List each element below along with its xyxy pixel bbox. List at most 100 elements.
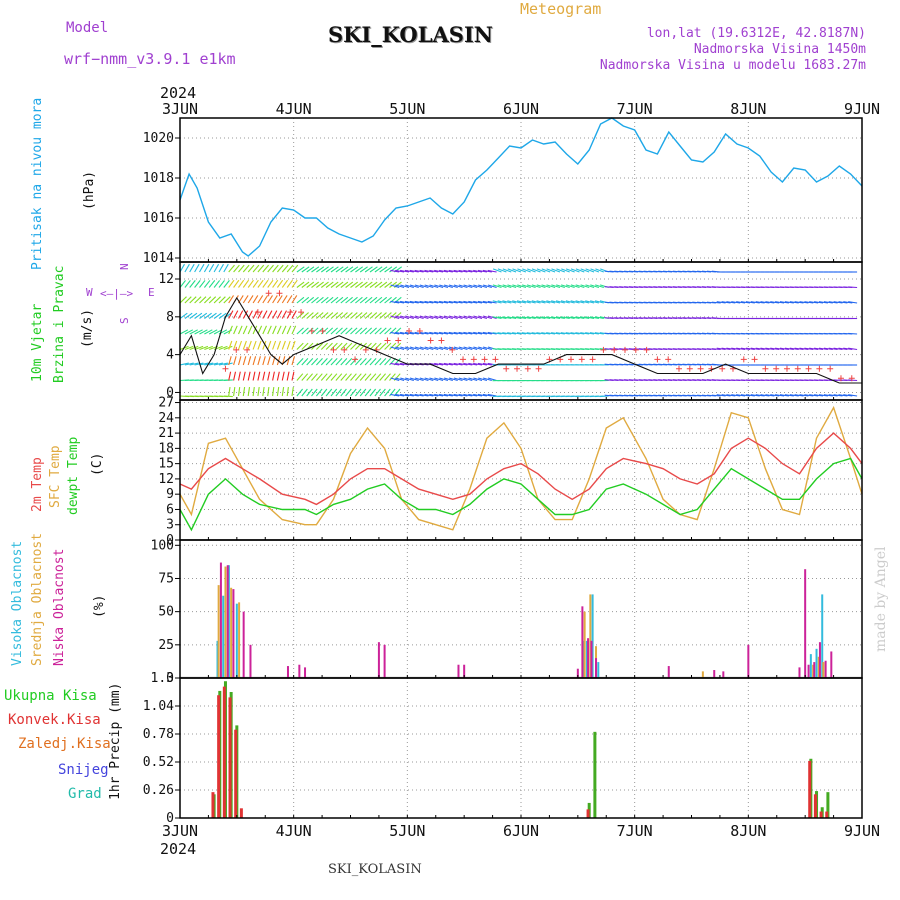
wind-arrow bbox=[516, 316, 527, 320]
wind-arrow bbox=[316, 312, 324, 319]
cloud-bar bbox=[242, 611, 245, 678]
wind-arrow bbox=[355, 296, 363, 304]
wind-arrow bbox=[731, 301, 741, 304]
wind-arrow bbox=[291, 325, 297, 335]
wind-arrow bbox=[429, 269, 439, 273]
wind-arrow bbox=[463, 284, 473, 289]
wind-arrow bbox=[286, 371, 290, 381]
wind-arrow bbox=[414, 269, 424, 273]
gust-marker bbox=[751, 356, 758, 363]
wind-arrow bbox=[252, 295, 259, 304]
wind-arrow bbox=[242, 356, 247, 366]
wind-arrow bbox=[208, 280, 216, 288]
wind-arrow bbox=[291, 356, 296, 366]
precip-bar bbox=[826, 792, 830, 818]
cloud-bar bbox=[457, 664, 460, 678]
wind-arrow bbox=[414, 346, 424, 351]
wind-arrow bbox=[335, 296, 344, 304]
wind-arrow bbox=[364, 358, 372, 366]
gust-marker bbox=[416, 328, 423, 334]
wind-arrow bbox=[199, 362, 209, 366]
wind-arrow bbox=[335, 388, 342, 397]
wind-arrow bbox=[405, 346, 414, 351]
wind-arrow bbox=[527, 268, 536, 273]
wind-arrow bbox=[828, 347, 838, 351]
wind-arrow bbox=[448, 377, 458, 382]
elevation-text: Nadmorska Visina 1450m bbox=[693, 42, 866, 57]
wind-arrow bbox=[551, 300, 561, 304]
wind-arrow bbox=[570, 268, 580, 273]
wind-arrow bbox=[262, 340, 267, 350]
wind-arrow bbox=[189, 329, 198, 335]
wind-arrow bbox=[492, 332, 502, 335]
wind-arrow bbox=[409, 331, 419, 335]
wind-arrow bbox=[330, 296, 339, 304]
y-tick-label: 75 bbox=[158, 571, 174, 586]
wind-arrow bbox=[335, 342, 343, 350]
wind-arrow bbox=[233, 371, 237, 381]
wind-arrow bbox=[184, 296, 192, 304]
wind-arrow bbox=[434, 377, 444, 382]
wind-arrow bbox=[325, 312, 334, 319]
wind-arrow bbox=[424, 393, 434, 397]
wind-arrow bbox=[726, 347, 736, 351]
wind-arrow bbox=[453, 284, 463, 289]
wind-arrow bbox=[213, 329, 223, 335]
wind-arrow bbox=[551, 268, 561, 273]
wind-arrow bbox=[463, 377, 473, 382]
wind-arrow bbox=[502, 268, 512, 273]
wind-arrow bbox=[779, 347, 789, 351]
cloud-bar bbox=[304, 667, 307, 678]
wind-arrow bbox=[345, 296, 353, 304]
wind-arrow bbox=[296, 388, 304, 397]
wind-arrow bbox=[463, 300, 473, 304]
wind-arrow bbox=[296, 312, 305, 319]
wind-arrow bbox=[404, 300, 414, 304]
wind-arrow bbox=[354, 388, 362, 397]
cloud-bar bbox=[585, 640, 588, 678]
cloud-bar bbox=[807, 664, 810, 678]
wind-arrow bbox=[468, 315, 478, 320]
wind-arrow bbox=[443, 300, 453, 304]
wind-arrow bbox=[228, 264, 235, 273]
legend-hail: Grad bbox=[68, 786, 102, 802]
wind-arrow bbox=[590, 284, 600, 289]
wind-arrow bbox=[247, 371, 251, 381]
footer-station: SKI_KOLASIN bbox=[328, 862, 422, 877]
x-tick-label-bottom: 5JUN bbox=[389, 822, 425, 840]
wind-arrow bbox=[257, 356, 261, 366]
wind-arrow bbox=[400, 346, 410, 351]
wind-arrow bbox=[424, 331, 434, 335]
wind-arrow bbox=[395, 331, 405, 335]
wind-arrow bbox=[560, 316, 570, 320]
cloud-bar bbox=[219, 562, 222, 678]
wind-arrow bbox=[409, 393, 419, 397]
wind-arrow bbox=[355, 266, 364, 273]
y-tick-label: 1020 bbox=[143, 131, 174, 146]
wind-arrow bbox=[561, 268, 570, 273]
wind-arrow bbox=[775, 301, 785, 304]
wind-arrow bbox=[745, 347, 755, 351]
wind-arrow bbox=[233, 340, 238, 350]
wind-arrow bbox=[414, 393, 424, 397]
wind-arrow bbox=[443, 346, 453, 351]
gust-marker bbox=[675, 365, 682, 372]
wind-arrow bbox=[760, 347, 770, 351]
wind-arrow bbox=[330, 358, 338, 366]
wind-speed-line bbox=[179, 296, 862, 384]
wind-arrow bbox=[594, 300, 604, 304]
wind-arrow bbox=[497, 316, 507, 320]
wind-arrow bbox=[497, 284, 507, 289]
cloud-bar bbox=[238, 602, 241, 678]
wind-arrow bbox=[443, 393, 453, 397]
wind-arrow bbox=[194, 280, 201, 288]
wind-arrow bbox=[556, 284, 565, 289]
wind-arrow bbox=[301, 281, 310, 288]
wind-arrow bbox=[468, 377, 478, 382]
wind-arrow bbox=[233, 310, 239, 319]
wind-arrow bbox=[736, 394, 746, 397]
wind-arrow bbox=[463, 315, 473, 320]
wind-arrow bbox=[340, 266, 349, 273]
wind-arrow bbox=[252, 264, 260, 273]
wind-arrow bbox=[395, 377, 405, 382]
